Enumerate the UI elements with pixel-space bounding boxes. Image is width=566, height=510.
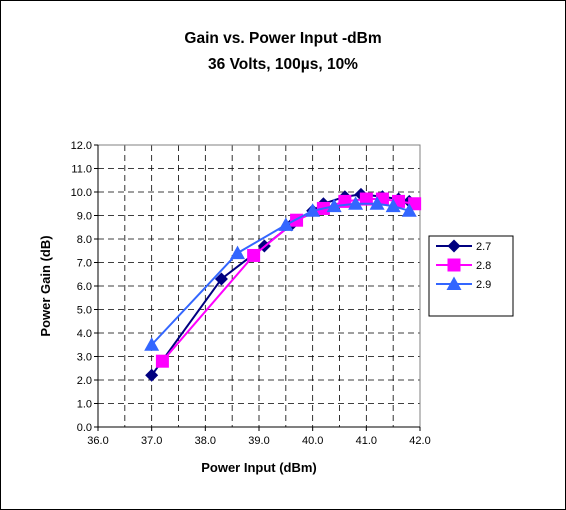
y-tick-label: 1.0 xyxy=(77,399,92,411)
data-point-triangle xyxy=(230,245,246,260)
y-tick-label: 3.0 xyxy=(77,352,92,364)
data-point-triangle xyxy=(348,196,364,210)
data-point-diamond xyxy=(447,239,461,253)
data-point-square xyxy=(155,354,169,368)
tick-labels: 36.0 37.0 38.0 39.0 40.0 41.0 42.0 0.0 1.0 2.0 3.0… xyxy=(71,140,431,447)
data-point-triangle xyxy=(385,198,401,213)
x-tick-label: 40.0 xyxy=(302,435,323,447)
legend-item-2.8: 2.8 xyxy=(436,258,491,272)
data-point-triangle xyxy=(305,203,321,217)
x-axis-title: Power Input (dBm) xyxy=(201,460,317,475)
legend-box xyxy=(428,235,514,317)
y-tick-label: 12.0 xyxy=(71,140,92,152)
legend-label: 2.8 xyxy=(476,260,491,272)
data-point-triangle xyxy=(446,276,462,290)
x-tick-label: 37.0 xyxy=(141,435,162,447)
legend-item-2.9: 2.9 xyxy=(436,276,491,291)
data-point-square xyxy=(247,248,261,262)
data-point-triangle xyxy=(401,203,417,217)
series-layer xyxy=(144,187,422,382)
y-tick-label: 10.0 xyxy=(71,187,92,199)
y-tick-label: 8.0 xyxy=(77,234,92,246)
data-point-triangle xyxy=(144,337,160,351)
data-point-triangle xyxy=(278,217,294,231)
x-tick-label: 36.0 xyxy=(87,435,108,447)
legend: 2.7 2.8 2.9 xyxy=(436,239,491,291)
axes xyxy=(94,144,421,431)
legend-item-2.7: 2.7 xyxy=(436,239,491,253)
x-tick-label: 42.0 xyxy=(409,435,430,447)
x-tick-label: 38.0 xyxy=(195,435,216,447)
data-point-square xyxy=(408,197,422,211)
y-axis-title: Power Gain (dB) xyxy=(38,235,53,336)
data-point-diamond xyxy=(145,368,159,382)
data-point-square xyxy=(447,258,461,272)
data-point-square xyxy=(359,192,373,206)
y-tick-label: 5.0 xyxy=(77,305,92,317)
y-tick-label: 6.0 xyxy=(77,281,92,293)
x-tick-label: 39.0 xyxy=(248,435,269,447)
chart-title: Gain vs. Power Input -dBm xyxy=(184,30,381,47)
y-tick-label: 2.0 xyxy=(77,375,92,387)
legend-label: 2.7 xyxy=(476,241,491,253)
data-point-diamond xyxy=(214,272,228,286)
chart-subtitle: 36 Volts, 100µs, 10% xyxy=(208,56,358,73)
y-tick-label: 0.0 xyxy=(77,422,92,434)
grid xyxy=(98,145,420,427)
data-point-triangle xyxy=(369,196,385,210)
y-tick-label: 4.0 xyxy=(77,328,92,340)
y-tick-label: 7.0 xyxy=(77,258,92,270)
data-point-triangle xyxy=(326,198,342,213)
legend-label: 2.9 xyxy=(476,279,491,291)
y-tick-label: 9.0 xyxy=(77,211,92,223)
y-tick-label: 11.0 xyxy=(71,164,92,176)
x-tick-label: 41.0 xyxy=(356,435,377,447)
series-2.9 xyxy=(144,196,417,351)
